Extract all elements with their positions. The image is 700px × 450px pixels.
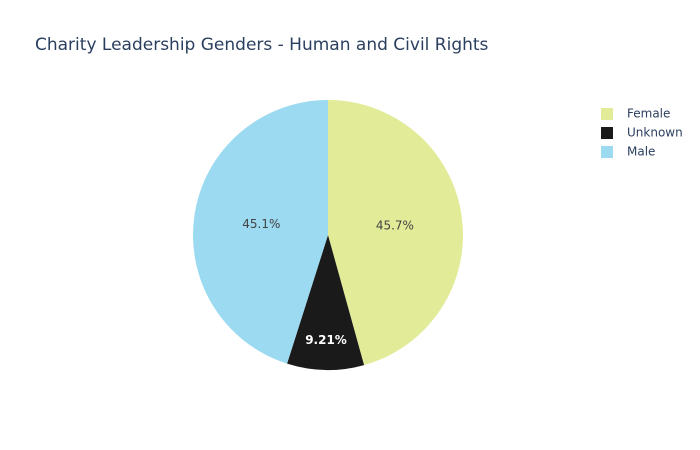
- slice-label: 9.21%: [305, 333, 347, 347]
- legend-label: Unknown: [627, 126, 683, 140]
- legend-swatch: [601, 146, 613, 158]
- slice-label: 45.7%: [376, 218, 414, 232]
- pie-slice: [287, 235, 365, 370]
- legend-label: Female: [627, 107, 670, 121]
- legend-swatch: [601, 108, 613, 120]
- legend-label: Male: [627, 145, 655, 159]
- pie-slice: [192, 100, 328, 364]
- chart-title: Charity Leadership Genders - Human and C…: [35, 35, 489, 55]
- slice-label: 45.1%: [242, 217, 280, 231]
- pie-slice: [328, 100, 463, 366]
- legend-swatch: [601, 127, 613, 139]
